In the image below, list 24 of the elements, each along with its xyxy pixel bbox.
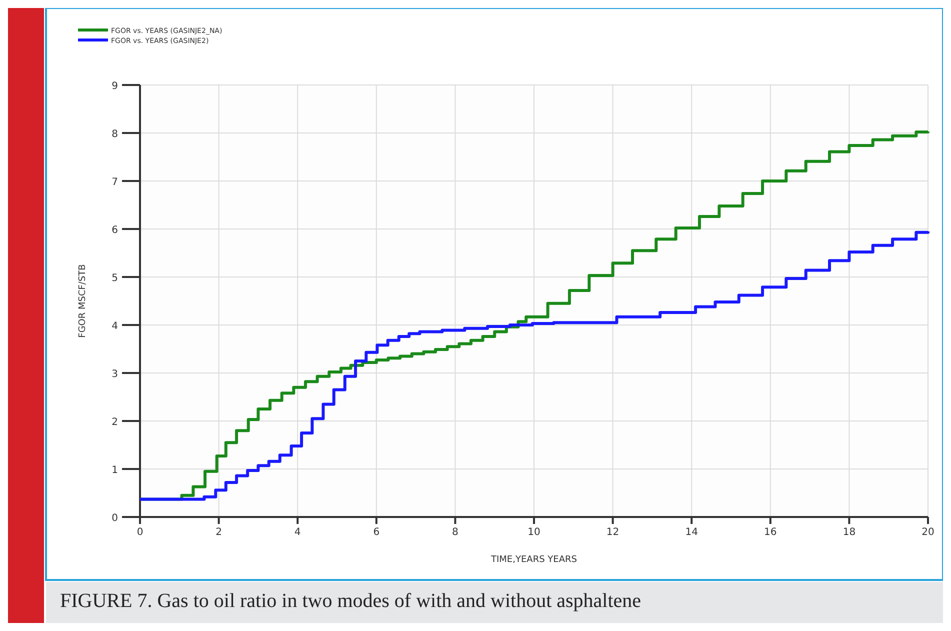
y-tick-label: 1 <box>112 465 118 476</box>
y-tick-label: 6 <box>112 225 118 236</box>
y-tick-label: 2 <box>112 417 118 428</box>
x-tick-label: 10 <box>528 527 540 538</box>
y-tick-label: 9 <box>112 81 118 92</box>
x-tick-label: 16 <box>764 527 777 538</box>
x-tick-label: 18 <box>842 527 856 538</box>
x-tick-label: 2 <box>216 527 222 538</box>
y-tick-label: 5 <box>112 273 118 284</box>
x-tick-label: 12 <box>606 527 620 538</box>
x-tick-label: 20 <box>922 527 934 538</box>
y-tick-label: 8 <box>112 129 118 140</box>
y-tick-label: 4 <box>112 321 118 332</box>
x-tick-label: 0 <box>136 527 144 538</box>
x-tick-label: 14 <box>685 527 698 538</box>
y-tick-label: 0 <box>112 513 118 524</box>
y-tick-label: 3 <box>112 369 118 380</box>
y-axis-title: FGOR MSCF/STB <box>78 264 88 338</box>
x-tick-label: 4 <box>294 527 301 538</box>
y-tick-label: 7 <box>112 177 118 188</box>
caption: FIGURE 7. Gas to oil ratio in two modes of with and without asphaltene <box>60 590 642 612</box>
x-tick-label: 6 <box>373 527 380 538</box>
x-axis-title: TIME,YEARS YEARS <box>490 555 578 565</box>
x-tick-label: 8 <box>452 527 458 538</box>
